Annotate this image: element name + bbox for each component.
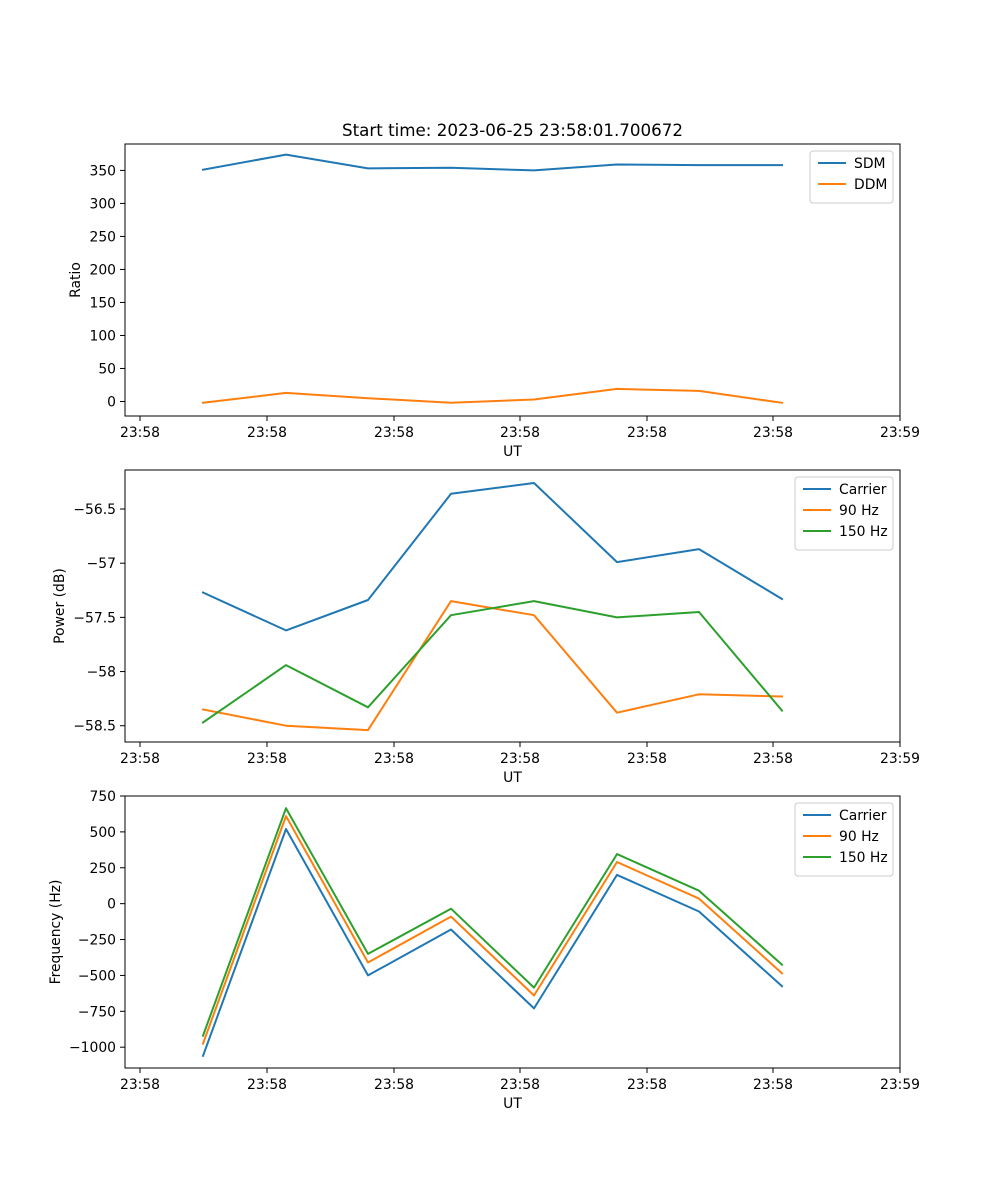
legend: Carrier 90 Hz 150 Hz xyxy=(794,802,894,877)
x-tick-label: 23:58 xyxy=(120,1077,160,1093)
legend-label: Carrier xyxy=(839,482,887,498)
x-tick-label: 23:59 xyxy=(880,751,920,767)
y-tick-label: 100 xyxy=(89,328,116,344)
legend-label: 90 Hz xyxy=(839,503,879,519)
chart-panel-3: 23:58 23:58 23:58 23:58 23:58 23:58 23:59 −1000… xyxy=(48,789,920,1112)
chart-panel-2: 23:58 23:58 23:58 23:58 23:58 23:58 23:59 −58.5… xyxy=(52,469,920,786)
x-axis-label: UT xyxy=(503,770,522,786)
legend: SDM DDM xyxy=(809,150,894,204)
y-tick-label: −500 xyxy=(78,968,116,984)
axes-frame xyxy=(124,795,901,1069)
y-tick-label: 200 xyxy=(89,262,116,278)
x-tick-label: 23:58 xyxy=(753,751,793,767)
legend-label: 90 Hz xyxy=(839,829,879,845)
x-tick-label: 23:58 xyxy=(753,425,793,441)
legend-label: Carrier xyxy=(839,808,887,824)
y-tick-label: −57.5 xyxy=(73,610,116,626)
axes-frame xyxy=(124,143,901,417)
y-tick-label: −58.5 xyxy=(73,719,116,735)
y-axis-label: Ratio xyxy=(68,262,84,298)
y-tick-label: −57 xyxy=(87,556,116,572)
x-tick-label: 23:58 xyxy=(627,1077,667,1093)
y-tick-label: −58 xyxy=(87,665,116,681)
x-axis-label: UT xyxy=(503,444,522,460)
x-tick-label: 23:58 xyxy=(500,425,540,441)
x-tick-label: 23:58 xyxy=(500,751,540,767)
legend-label: SDM xyxy=(854,156,886,172)
series-line-sdm xyxy=(201,153,783,172)
y-tick-label: 500 xyxy=(89,825,116,841)
x-tick-label: 23:58 xyxy=(120,425,160,441)
series-line-90-hz xyxy=(201,815,784,1045)
y-tick-label: −1000 xyxy=(69,1040,116,1056)
y-axis-label: Power (dB) xyxy=(52,568,68,644)
y-tick-label: 350 xyxy=(89,163,116,179)
y-tick-label: 0 xyxy=(107,897,116,913)
y-tick-label: −250 xyxy=(78,933,116,949)
chart-panel-1: Start time: 2023-06-25 23:58:01.700672 23… xyxy=(68,120,920,460)
x-tick-label: 23:59 xyxy=(880,425,920,441)
y-tick-label: 250 xyxy=(89,861,116,877)
y-tick-label: 300 xyxy=(89,196,116,212)
y-tick-label: 250 xyxy=(89,229,116,245)
y-axis-label: Frequency (Hz) xyxy=(48,880,64,985)
x-tick-label: 23:58 xyxy=(627,751,667,767)
series-line-150-hz xyxy=(201,600,784,724)
x-tick-label: 23:58 xyxy=(120,751,160,767)
legend: Carrier 90 Hz 150 Hz xyxy=(794,476,894,551)
series-line-carrier xyxy=(201,828,784,1058)
chart-title: Start time: 2023-06-25 23:58:01.700672 xyxy=(342,120,683,140)
y-tick-label: 0 xyxy=(107,394,116,410)
x-tick-label: 23:58 xyxy=(247,1077,287,1093)
legend-label: DDM xyxy=(854,177,887,193)
panels: Start time: 2023-06-25 23:58:01.700672 23… xyxy=(48,120,920,1112)
x-tick-label: 23:58 xyxy=(374,1077,414,1093)
x-tick-label: 23:58 xyxy=(247,751,287,767)
x-tick-label: 23:58 xyxy=(500,1077,540,1093)
legend-label: 150 Hz xyxy=(839,850,888,866)
series-line-150-hz xyxy=(201,807,784,1037)
x-tick-label: 23:58 xyxy=(247,425,287,441)
legend-label: 150 Hz xyxy=(839,524,888,540)
x-tick-label: 23:58 xyxy=(627,425,667,441)
series-line-ddm xyxy=(201,387,784,404)
x-tick-label: 23:59 xyxy=(880,1077,920,1093)
y-tick-label: −750 xyxy=(78,1004,116,1020)
series-line-carrier xyxy=(201,482,784,632)
x-tick-label: 23:58 xyxy=(374,751,414,767)
y-tick-label: 50 xyxy=(98,361,116,377)
x-axis-label: UT xyxy=(503,1096,522,1112)
x-tick-label: 23:58 xyxy=(753,1077,793,1093)
y-tick-label: −56.5 xyxy=(73,502,116,518)
axes-frame xyxy=(124,469,901,743)
x-tick-label: 23:58 xyxy=(374,425,414,441)
y-tick-label: 150 xyxy=(89,295,116,311)
y-tick-label: 750 xyxy=(89,789,116,805)
